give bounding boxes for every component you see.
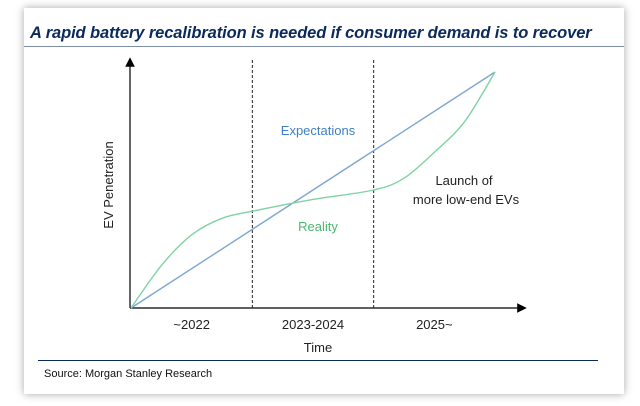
period-label-1: ~2022 (173, 317, 210, 332)
y-axis-label: EV Penetration (101, 141, 116, 228)
series-label-reality: Reality (298, 219, 338, 234)
series-line-reality (130, 71, 496, 309)
source-note: Source: Morgan Stanley Research (44, 368, 213, 380)
annotation-line-2: more low-end EVs (413, 192, 520, 207)
annotation-line-1: Launch of (435, 173, 492, 188)
title-divider (24, 46, 624, 47)
chart-title: A rapid battery recalibration is needed … (30, 24, 592, 42)
series-line-expectations (130, 71, 496, 309)
period-label-3: 2025~ (416, 317, 453, 332)
x-axis-label: Time (304, 340, 332, 355)
period-label-2: 2023-2024 (282, 317, 344, 332)
source-divider (38, 360, 598, 361)
series-label-expectations: Expectations (281, 123, 356, 138)
chart-card (24, 8, 624, 394)
